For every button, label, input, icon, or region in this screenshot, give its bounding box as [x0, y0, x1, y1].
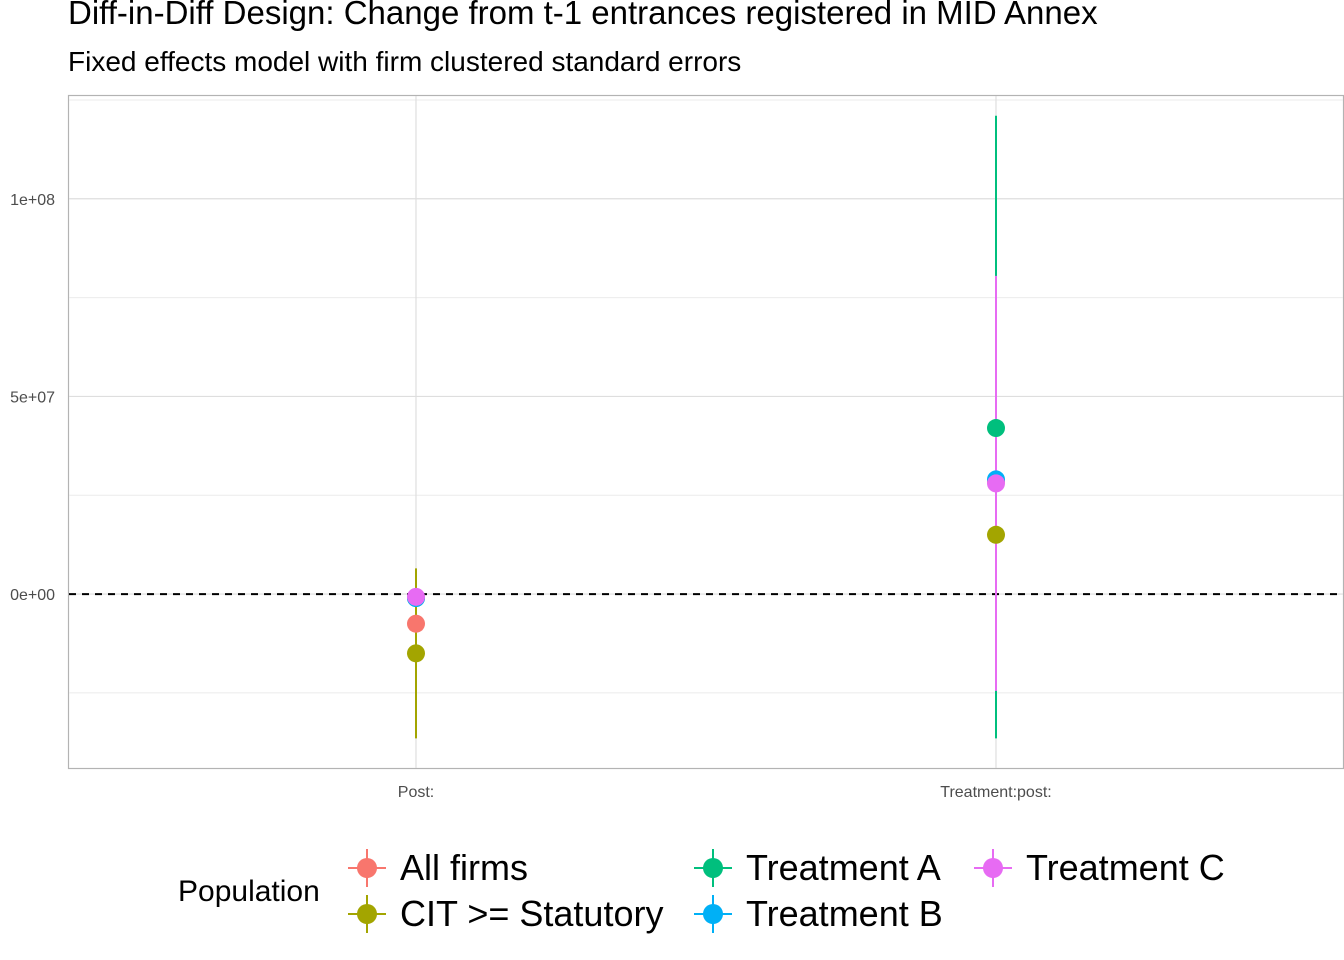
legend-key-icon [690, 845, 736, 891]
panel-border [67, 94, 1344, 770]
legend-title: Population [178, 875, 320, 908]
chart-title: Diff-in-Diff Design: Change from t-1 ent… [68, 0, 1098, 31]
data-point [987, 525, 1005, 544]
legend-label: Treatment A [746, 847, 941, 888]
chart-subtitle: Fixed effects model with firm clustered … [68, 46, 742, 77]
data-point [987, 419, 1005, 438]
x-tick-label: Post: [398, 784, 434, 801]
legend-item-treatment-b: Treatment B [690, 891, 943, 937]
data-point [987, 474, 1005, 493]
legend-label: Treatment C [1026, 847, 1225, 888]
legend-key-icon [344, 845, 390, 891]
data-point [407, 587, 425, 606]
x-tick-label: Treatment:post: [940, 784, 1051, 801]
legend-key-icon [344, 891, 390, 937]
data-point [407, 614, 425, 633]
y-tick-label: 5e+07 [10, 389, 55, 406]
y-tick-label: 1e+08 [10, 192, 55, 209]
legend-item-treatment-c: Treatment C [970, 845, 1225, 891]
legend-label: Treatment B [746, 893, 943, 934]
legend-item-treatment-a: Treatment A [690, 845, 941, 891]
y-tick-label: 0e+00 [10, 587, 55, 604]
data-point [407, 644, 425, 663]
legend-item-cit-statutory: CIT >= Statutory [344, 891, 663, 937]
legend-item-all-firms: All firms [344, 845, 528, 891]
legend-key-icon [970, 845, 1016, 891]
legend-label: All firms [400, 847, 528, 888]
legend-label: CIT >= Statutory [400, 893, 664, 934]
legend-key-icon [690, 891, 736, 937]
